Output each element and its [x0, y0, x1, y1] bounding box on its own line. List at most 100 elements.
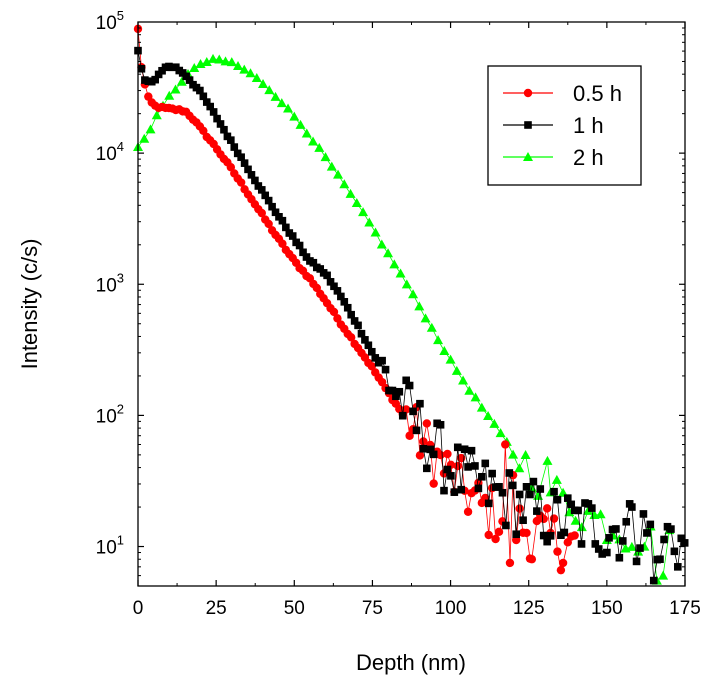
data-point: [357, 329, 366, 338]
data-point: [216, 120, 225, 128]
data-point: [367, 362, 377, 371]
data-point: [491, 534, 500, 544]
data-point: [501, 440, 510, 449]
data-point: [576, 522, 587, 532]
data-point: [508, 449, 519, 459]
data-point: [170, 84, 181, 94]
data-point: [453, 443, 462, 452]
data-point: [226, 163, 236, 172]
data-point: [202, 98, 211, 106]
data-point: [283, 103, 294, 113]
data-point: [451, 365, 462, 375]
legend-item: 1 h: [503, 113, 604, 138]
data-point: [440, 486, 448, 495]
data-point: [574, 506, 582, 515]
data-point: [213, 114, 221, 123]
data-point: [189, 62, 200, 72]
data-point: [320, 152, 331, 162]
data-point: [220, 125, 228, 134]
data-point: [289, 111, 300, 121]
data-point: [264, 219, 273, 229]
data-point: [539, 514, 548, 524]
data-point: [244, 165, 252, 174]
data-point: [529, 477, 538, 486]
data-point: [358, 207, 369, 217]
data-point: [295, 241, 304, 250]
data-point: [145, 124, 156, 134]
data-point: [594, 545, 603, 553]
data-point: [233, 61, 244, 71]
data-point: [467, 446, 476, 455]
data-point: [240, 159, 249, 167]
data-point: [419, 444, 428, 453]
x-tick-label: 25: [206, 598, 227, 619]
data-point: [522, 483, 531, 491]
data-point: [233, 149, 242, 158]
data-point: [488, 469, 496, 478]
data-point: [422, 419, 432, 428]
data-point: [660, 535, 668, 544]
data-point: [677, 534, 686, 543]
data-point: [236, 178, 246, 187]
legend-marker: [524, 121, 532, 129]
data-point: [464, 463, 472, 471]
x-tick-label: 150: [591, 598, 623, 619]
data-point: [282, 223, 290, 232]
data-point: [464, 385, 475, 395]
data-point: [392, 392, 400, 401]
data-point: [333, 314, 342, 323]
legend-label: 0.5 h: [573, 81, 622, 106]
data-point: [478, 472, 486, 481]
data-point: [151, 75, 159, 84]
y-tick-label: 104: [96, 139, 124, 165]
data-point: [453, 461, 462, 471]
data-point: [433, 335, 444, 345]
data-point: [408, 289, 419, 299]
data-point: [556, 565, 566, 575]
data-point: [577, 540, 586, 548]
data-point: [658, 570, 669, 580]
data-point: [558, 558, 568, 568]
legend: 0.5 h 1 h 2 h: [487, 65, 642, 186]
data-point: [598, 550, 606, 558]
data-point: [515, 490, 524, 499]
data-point: [139, 133, 150, 143]
y-tick-label: 103: [96, 270, 124, 296]
data-point: [405, 381, 414, 390]
data-point: [201, 57, 212, 67]
data-point: [471, 462, 479, 470]
data-point: [420, 313, 431, 323]
data-point: [416, 399, 424, 408]
data-point: [346, 333, 356, 342]
data-point: [258, 78, 269, 88]
data-point: [514, 463, 525, 473]
data-point: [543, 537, 551, 546]
data-point: [436, 420, 445, 429]
data-point: [376, 239, 387, 249]
data-point: [364, 341, 373, 350]
data-point: [209, 108, 218, 116]
data-point: [546, 531, 555, 540]
data-point: [370, 227, 381, 237]
data-point: [214, 54, 225, 64]
legend-box: [487, 65, 642, 186]
data-point: [636, 544, 644, 552]
data-point: [326, 161, 337, 171]
data-point: [226, 57, 237, 67]
data-point: [628, 503, 636, 511]
data-point: [401, 279, 412, 289]
data-point: [337, 292, 345, 301]
axis-ticks: 0 25 50 75 100 125 150 175 101 102 103 104 105: [96, 8, 701, 619]
data-point: [447, 472, 455, 480]
x-tick-label: 0: [133, 598, 144, 619]
data-point: [405, 431, 414, 440]
data-point: [330, 282, 338, 291]
data-point: [646, 520, 655, 529]
legend-marker: [523, 152, 533, 161]
data-point: [164, 90, 175, 100]
data-point: [512, 530, 521, 539]
data-point: [199, 92, 208, 101]
data-point: [426, 322, 437, 332]
data-point: [278, 239, 287, 248]
data-point: [533, 507, 541, 515]
